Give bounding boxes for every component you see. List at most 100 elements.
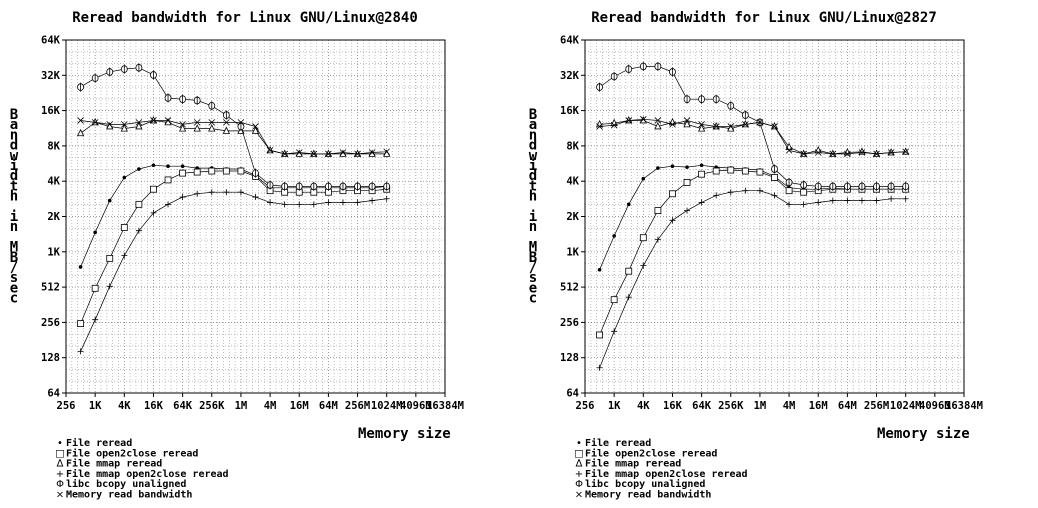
- legend-item-label: File reread: [585, 437, 651, 449]
- x-tick-label: 4K: [118, 400, 131, 412]
- series-phi: [596, 61, 910, 191]
- data-point: [785, 147, 793, 154]
- data-point: [368, 181, 376, 191]
- x-tick-label: 4096M: [919, 400, 951, 412]
- legend-item-label: File mmap open2close reread: [585, 468, 748, 480]
- data-point: [858, 149, 866, 156]
- data-point: [354, 181, 361, 191]
- data-point: [179, 121, 186, 128]
- y-axis-title-char: M: [529, 240, 537, 256]
- data-point: [640, 262, 647, 269]
- data-point: [193, 168, 201, 176]
- data-point: [669, 190, 676, 198]
- data-point: [92, 316, 99, 323]
- data-point: [121, 121, 128, 128]
- y-tick-label: 256: [560, 317, 579, 329]
- x-tick-label: 256M: [864, 400, 889, 412]
- data-point: [727, 101, 735, 111]
- y-tick-label: 64K: [560, 35, 580, 47]
- data-point: [150, 117, 157, 124]
- data-point: [756, 187, 763, 194]
- data-point: [683, 94, 691, 104]
- data-point: [756, 119, 764, 126]
- series-line: [599, 66, 906, 187]
- y-axis-title-char: i: [10, 158, 18, 174]
- y-axis-title-char: M: [10, 240, 18, 256]
- y-axis-title-char: c: [10, 291, 18, 307]
- chart-title: Reread bandwidth for Linux GNU/Linux@282…: [591, 10, 937, 26]
- legend-item-label: libc bcopy unaligned: [585, 478, 705, 490]
- x-tick-label: 16384M: [426, 400, 464, 412]
- series-x: [596, 116, 909, 158]
- data-point: [223, 119, 230, 126]
- data-point: [223, 189, 230, 196]
- data-point: [295, 181, 303, 191]
- data-point: [873, 197, 880, 204]
- data-point: [194, 190, 201, 197]
- data-point: [368, 149, 376, 156]
- series-plus: [77, 189, 390, 355]
- data-point: [266, 180, 274, 190]
- data-point: [596, 364, 603, 371]
- data-point: [596, 82, 603, 92]
- y-axis-title-char: s: [10, 270, 18, 286]
- y-tick-label: 64: [566, 388, 579, 400]
- data-point: [91, 284, 99, 292]
- y-axis-title-char: h: [529, 189, 537, 205]
- x-tick-label: 64K: [173, 400, 193, 412]
- data-point: [164, 176, 172, 184]
- chart-right: Reread bandwidth for Linux GNU/Linux@282…: [529, 10, 983, 501]
- data-point: [179, 194, 186, 201]
- data-point: [727, 189, 734, 196]
- x-tick-label: 64M: [838, 400, 857, 412]
- y-tick-label: 256: [41, 317, 60, 329]
- y-axis-title-char: B: [10, 107, 18, 123]
- x-tick-label: 4M: [264, 400, 277, 412]
- y-tick-label: 8K: [566, 140, 579, 152]
- y-tick-label: 4K: [566, 176, 579, 188]
- data-point: [685, 165, 689, 169]
- x-tick-label: 256M: [345, 400, 370, 412]
- data-point: [208, 189, 215, 196]
- data-point: [324, 181, 332, 191]
- grid: [65, 39, 446, 394]
- legend-marker-dot-icon: •: [57, 438, 63, 449]
- data-point: [77, 348, 84, 355]
- legend-item-label: File mmap reread: [66, 458, 162, 470]
- data-point: [669, 67, 676, 77]
- y-axis-title-char: e: [529, 280, 537, 296]
- data-point: [77, 117, 84, 124]
- data-point: [310, 201, 317, 208]
- data-point: [785, 177, 793, 187]
- data-point: [698, 94, 706, 104]
- data-point: [742, 121, 749, 128]
- data-point: [339, 149, 347, 156]
- data-point: [669, 217, 676, 224]
- legend-marker-plus-icon: +: [575, 469, 583, 480]
- data-point: [135, 63, 143, 73]
- data-point: [78, 265, 83, 269]
- data-point: [77, 82, 84, 92]
- data-point: [771, 192, 778, 199]
- x-tick-label: 4096M: [400, 400, 432, 412]
- data-point: [741, 110, 749, 120]
- series-line: [599, 120, 906, 155]
- y-axis-title-char: B: [10, 250, 18, 266]
- y-tick-label: 2K: [566, 211, 579, 223]
- y-axis-title-char: w: [10, 148, 19, 164]
- data-point: [858, 181, 866, 191]
- data-point: [741, 167, 749, 175]
- data-point: [625, 294, 632, 301]
- data-point: [252, 194, 259, 201]
- x-tick-label: 16M: [809, 400, 828, 412]
- data-point: [354, 199, 361, 206]
- legend-item-label: libc bcopy unaligned: [66, 478, 186, 490]
- data-point: [251, 126, 260, 134]
- y-axis-title-char: a: [10, 117, 18, 133]
- legend-item-label: Memory read bandwidth: [66, 489, 192, 501]
- data-point: [712, 123, 720, 130]
- data-point: [669, 121, 676, 128]
- data-point: [800, 150, 807, 158]
